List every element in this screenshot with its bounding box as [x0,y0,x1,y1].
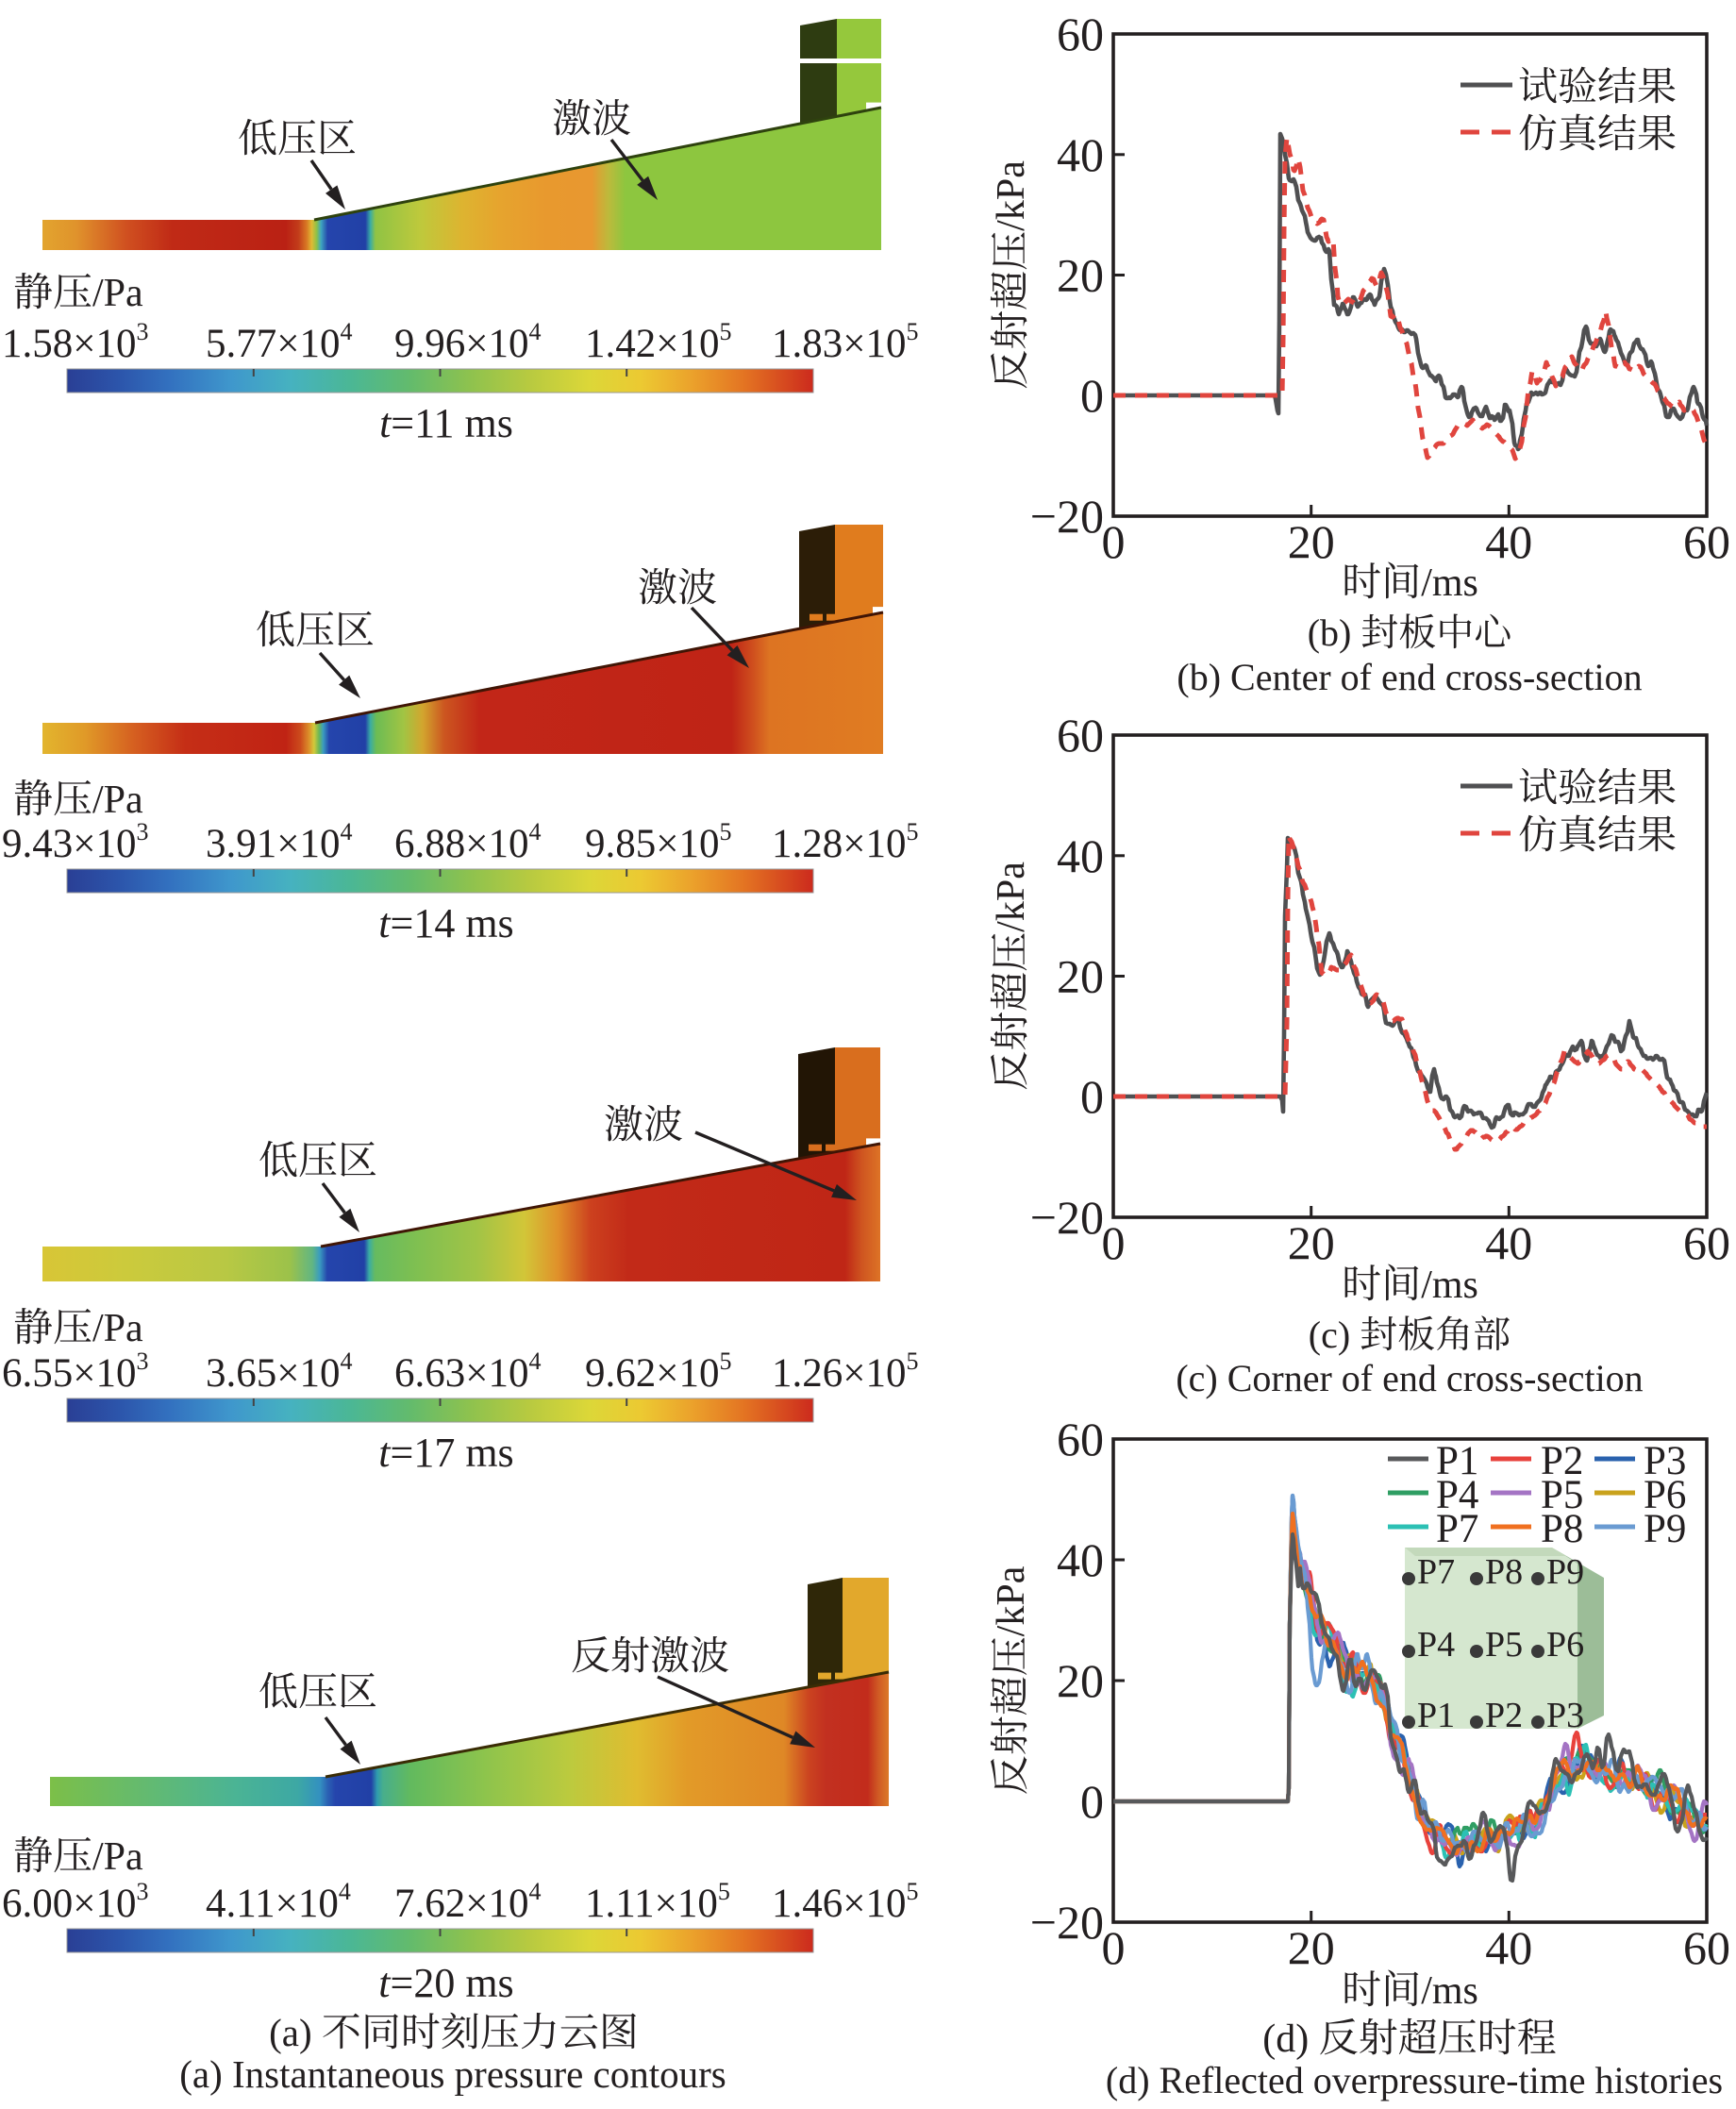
svg-text:(c) Corner of end cross-sectio: (c) Corner of end cross-section [1176,1357,1643,1399]
svg-text:/Pa: /Pa [92,778,143,822]
svg-text:20: 20 [1288,1921,1335,1974]
svg-text:(b): (b) [1308,611,1352,654]
svg-text:/ms: /ms [1421,561,1478,605]
svg-text:P5: P5 [1485,1625,1523,1665]
svg-text:P1: P1 [1417,1696,1455,1735]
svg-text:P9: P9 [1546,1552,1584,1592]
svg-text:P8: P8 [1541,1507,1583,1551]
svg-text:−20: −20 [1030,490,1104,543]
svg-text:20: 20 [1288,1216,1335,1269]
svg-text:=11 ms: =11 ms [391,400,513,446]
svg-text:1.28×105: 1.28×105 [772,818,919,866]
svg-text:60: 60 [1683,1216,1730,1269]
svg-text:P3: P3 [1546,1696,1584,1735]
svg-text:0: 0 [1102,1216,1126,1269]
svg-text:40: 40 [1485,1216,1532,1269]
svg-text:40: 40 [1057,829,1104,882]
svg-text:60: 60 [1057,709,1104,762]
svg-text:6.55×103: 6.55×103 [2,1347,149,1396]
svg-text:0: 0 [1080,369,1104,422]
svg-text:60: 60 [1683,515,1730,568]
svg-text:(d) Reflected overpressure-tim: (d) Reflected overpressure-time historie… [1106,2059,1723,2101]
svg-text:P2: P2 [1485,1696,1523,1735]
svg-text:−20: −20 [1030,1896,1104,1949]
svg-text:40: 40 [1485,1921,1532,1974]
svg-text:t: t [379,400,392,446]
svg-text:/Pa: /Pa [92,1835,143,1879]
svg-text:6.63×104: 6.63×104 [394,1347,542,1396]
svg-text:0: 0 [1102,515,1126,568]
svg-text:1.26×105: 1.26×105 [772,1347,919,1396]
svg-text:(a) Instantaneous pressure con: (a) Instantaneous pressure contours [179,2052,726,2096]
svg-text:P7: P7 [1417,1552,1455,1592]
svg-text:20: 20 [1057,249,1104,302]
svg-text:=14 ms: =14 ms [391,900,514,946]
svg-text:40: 40 [1485,515,1532,568]
svg-text:9.85×105: 9.85×105 [585,818,732,866]
svg-text:P8: P8 [1485,1552,1523,1592]
svg-text:(c): (c) [1309,1314,1350,1356]
svg-text:20: 20 [1057,950,1104,1003]
svg-text:P1: P1 [1436,1439,1478,1483]
svg-text:0: 0 [1102,1921,1126,1974]
svg-text:40: 40 [1057,1533,1104,1586]
svg-text:P6: P6 [1546,1625,1584,1665]
svg-text:7.62×104: 7.62×104 [394,1878,542,1926]
svg-text:1.46×105: 1.46×105 [772,1878,919,1926]
svg-text:6.88×104: 6.88×104 [394,818,542,866]
svg-text:=17 ms: =17 ms [391,1430,514,1476]
svg-text:3.91×104: 3.91×104 [206,818,353,866]
svg-text:6.00×103: 6.00×103 [2,1878,149,1926]
svg-text:t: t [378,1430,392,1476]
svg-text:1.11×105: 1.11×105 [585,1878,730,1926]
svg-text:t: t [378,1960,392,2006]
svg-text:/kPa: /kPa [990,862,1033,932]
svg-text:P4: P4 [1417,1625,1455,1665]
svg-text:20: 20 [1057,1654,1104,1707]
svg-text:1.42×105: 1.42×105 [585,318,732,366]
svg-text:60: 60 [1057,8,1104,60]
svg-text:4.11×104: 4.11×104 [206,1878,351,1926]
svg-text:/Pa: /Pa [92,1307,143,1350]
svg-text:t: t [378,900,392,946]
svg-text:0: 0 [1080,1775,1104,1828]
svg-text:P5: P5 [1541,1473,1583,1517]
svg-text:P7: P7 [1436,1507,1478,1551]
svg-text:/ms: /ms [1421,1969,1478,2013]
svg-text:1.83×105: 1.83×105 [772,318,919,366]
svg-text:P6: P6 [1644,1473,1686,1517]
svg-text:P4: P4 [1436,1473,1478,1517]
svg-text:/kPa: /kPa [990,160,1033,231]
svg-text:9.62×105: 9.62×105 [585,1347,732,1396]
svg-text:60: 60 [1683,1921,1730,1974]
svg-text:=20 ms: =20 ms [391,1960,514,2006]
svg-text:0: 0 [1080,1070,1104,1123]
svg-text:40: 40 [1057,128,1104,181]
svg-text:9.43×103: 9.43×103 [2,818,149,866]
svg-text:3.65×104: 3.65×104 [206,1347,353,1396]
svg-text:20: 20 [1288,515,1335,568]
svg-text:(b) Center of end cross-sectio: (b) Center of end cross-section [1177,656,1642,698]
svg-text:P3: P3 [1644,1439,1686,1483]
svg-text:9.96×104: 9.96×104 [394,318,542,366]
svg-text:P2: P2 [1541,1439,1583,1483]
svg-text:5.77×104: 5.77×104 [206,318,353,366]
svg-text:P9: P9 [1644,1507,1686,1551]
svg-text:(d): (d) [1262,2017,1309,2061]
svg-text:60: 60 [1057,1413,1104,1465]
svg-text:/ms: /ms [1421,1264,1478,1307]
svg-text:1.58×103: 1.58×103 [2,318,149,366]
svg-text:(a): (a) [269,2011,312,2054]
svg-text:/kPa: /kPa [990,1565,1033,1636]
svg-text:−20: −20 [1030,1191,1104,1244]
svg-text:/Pa: /Pa [92,272,143,315]
